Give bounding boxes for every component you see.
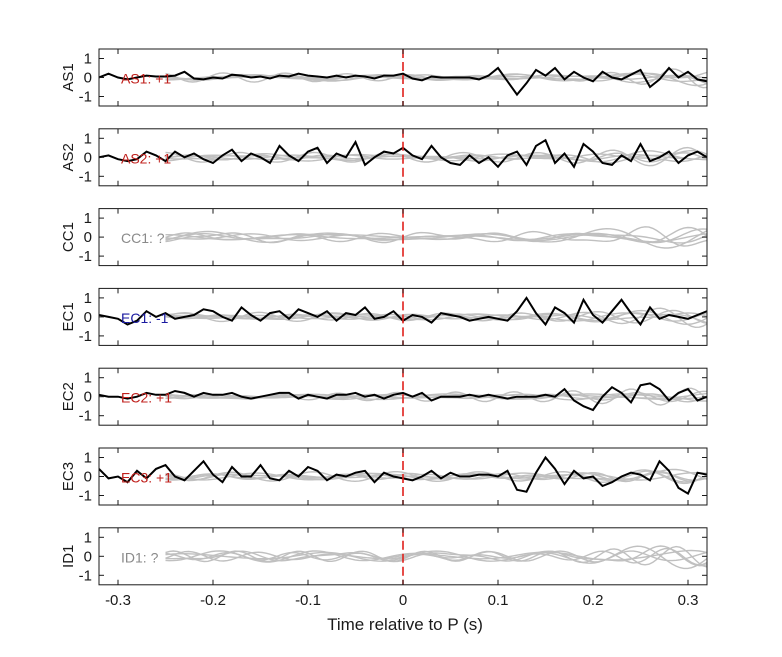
panel-ec2: -1 0 1 EC2 EC2: +1 <box>60 367 708 426</box>
polarity-label-cc1: CC1: ? <box>121 230 165 246</box>
y-tick-label: 0 <box>84 548 92 565</box>
background-trace <box>165 549 707 562</box>
background-trace <box>165 471 707 481</box>
y-axis-label-ec3: EC3 <box>60 462 77 491</box>
y-tick-label: 0 <box>84 229 92 246</box>
background-traces <box>165 226 707 249</box>
y-tick-label: 0 <box>84 469 92 486</box>
y-axis-label-id1: ID1 <box>60 545 77 568</box>
background-trace <box>165 228 707 244</box>
polarity-label-ec2: EC2: +1 <box>121 390 172 406</box>
background-trace <box>165 309 707 324</box>
x-tick-label: -0.3 <box>105 592 131 609</box>
signal-trace <box>99 66 707 97</box>
polarity-label-ec3: EC3: +1 <box>121 470 172 486</box>
y-tick-label: 0 <box>84 149 92 166</box>
x-axis-label: Time relative to P (s) <box>327 615 483 634</box>
y-tick-label: 0 <box>84 309 92 326</box>
x-tick-label: 0.1 <box>488 592 509 609</box>
y-tick-label: -1 <box>79 408 92 425</box>
polarity-label-ec1: EC1: -1 <box>121 310 169 326</box>
panel-ec3: -1 0 1 EC3 EC3: +1 <box>60 447 708 506</box>
y-tick-label: 0 <box>84 70 92 87</box>
background-trace <box>165 545 707 567</box>
x-tick-label: -0.1 <box>295 592 321 609</box>
y-tick-label: 0 <box>84 389 92 406</box>
x-tick-label: 0.3 <box>678 592 699 609</box>
panel-as2: -1 0 1 AS2 AS2: +1 <box>60 128 708 187</box>
y-tick-label: 1 <box>84 210 92 227</box>
y-axis-label-as1: AS1 <box>60 63 77 91</box>
y-axis-label-as2: AS2 <box>60 143 77 171</box>
y-axis-label-ec2: EC2 <box>60 382 77 411</box>
x-tick-label: -0.2 <box>200 592 226 609</box>
background-trace <box>165 154 707 161</box>
y-tick-label: 1 <box>84 450 92 467</box>
x-tick-label: 0.2 <box>583 592 604 609</box>
panel-cc1: -1 0 1 CC1 CC1: ? <box>60 208 708 267</box>
y-axis-label-cc1: CC1 <box>60 222 77 252</box>
panel-ec1: -1 0 1 EC1 EC1: -1 <box>60 287 708 346</box>
y-tick-label: 1 <box>84 370 92 387</box>
signal-trace <box>99 455 707 496</box>
y-tick-label: -1 <box>79 89 92 106</box>
polarity-label-as2: AS2: +1 <box>121 150 171 166</box>
y-tick-label: -1 <box>79 168 92 185</box>
background-trace <box>165 547 707 566</box>
background-trace <box>165 227 707 249</box>
y-axis-label-ec1: EC1 <box>60 302 77 331</box>
y-tick-label: 1 <box>84 51 92 68</box>
x-axis-tick-labels: -0.3 -0.2 -0.1 0 0.1 0.2 0.3 <box>105 592 698 609</box>
background-traces <box>165 545 707 570</box>
y-tick-label: 1 <box>84 290 92 307</box>
polarity-label-as1: AS1: +1 <box>121 71 171 87</box>
y-tick-label: 1 <box>84 130 92 147</box>
polarity-label-id1: ID1: ? <box>121 549 159 565</box>
y-tick-label: -1 <box>79 328 92 345</box>
y-tick-label: -1 <box>79 248 92 265</box>
y-tick-label: 1 <box>84 529 92 546</box>
signal-trace <box>99 296 707 327</box>
panel-as1: -1 0 1 AS1 AS1: +1 <box>60 48 708 107</box>
panel-id1: -1 0 1 ID1 ID1: ? <box>60 527 708 586</box>
y-tick-label: -1 <box>79 488 92 505</box>
signal-trace <box>99 138 707 169</box>
panels-layer: -1 0 1 AS1 AS1: +1 -1 0 1 AS2 AS2: +1 -1 0 1 CC1 CC1: … <box>60 48 708 586</box>
background-trace <box>165 232 707 244</box>
y-tick-label: -1 <box>79 567 92 584</box>
signal-trace <box>99 382 707 412</box>
x-tick-label: 0 <box>399 592 407 609</box>
